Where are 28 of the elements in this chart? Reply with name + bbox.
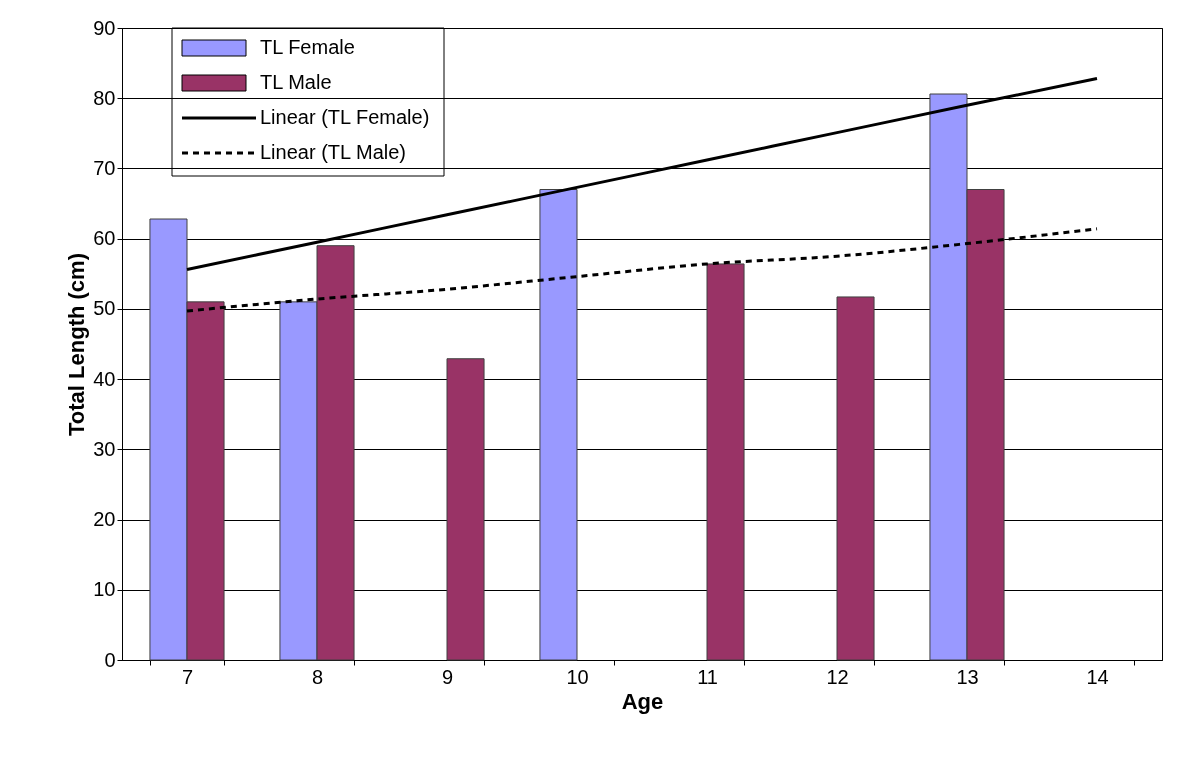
y-tick-label: 40 — [93, 367, 116, 390]
y-axis-title: Total Length (cm) — [64, 253, 90, 436]
y-tick-label: 30 — [93, 437, 116, 460]
bar — [836, 296, 875, 661]
x-tick-label: 10 — [566, 665, 589, 688]
y-tick-label: 70 — [93, 156, 116, 179]
bar — [706, 263, 745, 661]
x-tick-label: 12 — [826, 665, 849, 688]
x-tick-label: 8 — [311, 665, 324, 688]
x-tick-label: 13 — [956, 665, 979, 688]
y-tick-label: 60 — [93, 227, 116, 250]
y-tick-label: 80 — [93, 86, 116, 109]
legend-label: TL Female — [260, 36, 355, 58]
bar — [539, 189, 578, 661]
legend-label: TL Male — [260, 71, 332, 93]
x-tick-label: 11 — [697, 665, 718, 688]
y-tick-label: 50 — [93, 297, 116, 320]
x-axis-title: Age — [621, 688, 664, 714]
x-tick-label: 7 — [181, 665, 194, 688]
y-tick-label: 90 — [93, 16, 116, 39]
bar — [446, 358, 485, 661]
y-tick-label: 0 — [104, 648, 116, 671]
y-tick-label: 20 — [93, 508, 116, 531]
x-tick-label: 9 — [441, 665, 454, 688]
legend-label: Linear (TL Male) — [260, 141, 406, 163]
y-tick-label: 10 — [93, 578, 116, 601]
legend-label: Linear (TL Female) — [260, 106, 430, 128]
x-tick-label: 14 — [1086, 665, 1109, 688]
